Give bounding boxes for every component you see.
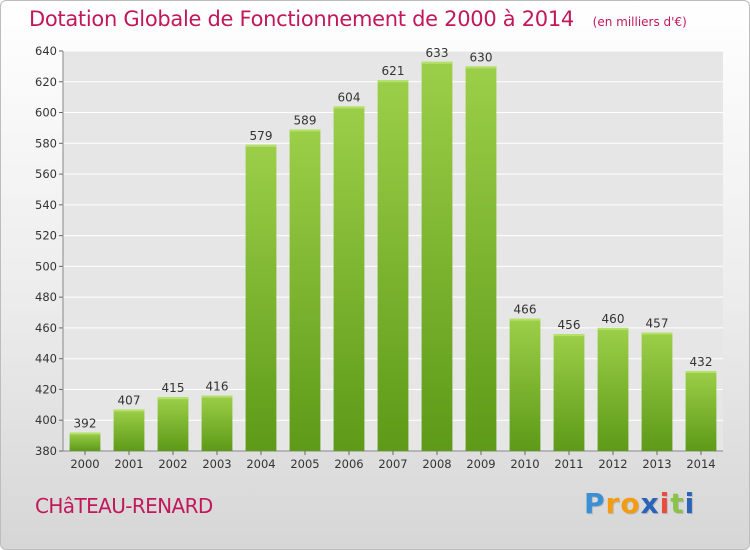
bar-top-edge xyxy=(113,409,145,412)
location-name: CHâTEAU-RENARD xyxy=(35,494,213,518)
bar-top-edge xyxy=(201,395,233,398)
data-label: 457 xyxy=(646,317,669,331)
chart-unit-note: (en milliers d'€) xyxy=(592,15,687,29)
data-label: 432 xyxy=(690,355,713,369)
bar xyxy=(333,106,365,451)
data-label: 633 xyxy=(426,46,449,60)
bar-top-edge xyxy=(421,61,453,64)
data-label: 604 xyxy=(338,90,361,104)
y-tick-label: 580 xyxy=(35,136,57,150)
data-label: 589 xyxy=(294,113,317,127)
bar-top-edge xyxy=(69,432,101,435)
bar-top-edge xyxy=(685,371,717,373)
bar xyxy=(201,395,233,451)
bar xyxy=(69,432,101,451)
logo-letter: i xyxy=(684,487,696,520)
x-tick-label: 2007 xyxy=(378,457,407,471)
bar-top-edge xyxy=(641,332,673,335)
y-tick-label: 420 xyxy=(35,382,57,396)
x-tick-label: 2008 xyxy=(422,457,451,471)
data-label: 407 xyxy=(118,393,141,407)
bar xyxy=(377,80,409,451)
bar-top-edge xyxy=(377,80,409,83)
y-tick-label: 380 xyxy=(35,444,57,458)
logo-letter: t xyxy=(670,487,685,520)
data-label: 456 xyxy=(558,318,581,332)
bar xyxy=(641,332,673,451)
chart-title: Dotation Globale de Fonctionnement de 20… xyxy=(29,7,687,31)
data-label: 416 xyxy=(206,380,229,394)
y-tick-label: 640 xyxy=(35,44,57,58)
x-tick-label: 2011 xyxy=(554,457,583,471)
bar xyxy=(597,327,629,451)
y-tick-label: 560 xyxy=(35,167,57,181)
data-label: 460 xyxy=(602,312,625,326)
x-tick-label: 2003 xyxy=(202,457,231,471)
x-tick-label: 2014 xyxy=(686,457,715,471)
bar xyxy=(553,334,585,451)
bar xyxy=(157,397,189,451)
x-tick-label: 2012 xyxy=(598,457,627,471)
data-label: 621 xyxy=(382,64,405,78)
bar-top-edge xyxy=(597,327,629,330)
bar xyxy=(509,318,541,451)
x-tick-label: 2001 xyxy=(114,457,143,471)
y-tick-label: 620 xyxy=(35,75,57,89)
y-tick-label: 480 xyxy=(35,290,57,304)
bar xyxy=(245,144,277,451)
data-label: 392 xyxy=(74,417,97,431)
y-tick-label: 520 xyxy=(35,229,57,243)
data-label: 630 xyxy=(470,50,493,64)
x-tick-label: 2009 xyxy=(466,457,495,471)
y-tick-label: 460 xyxy=(35,321,57,335)
x-tick-label: 2002 xyxy=(158,457,187,471)
bar xyxy=(465,66,497,451)
logo-letter: i xyxy=(659,487,671,520)
data-label: 415 xyxy=(162,381,185,395)
data-label: 579 xyxy=(250,129,273,143)
logo-letter: o xyxy=(620,487,641,520)
logo-letter: x xyxy=(640,487,660,520)
x-tick-label: 2010 xyxy=(510,457,539,471)
bar-top-edge xyxy=(333,106,365,109)
data-label: 466 xyxy=(514,303,537,317)
bar-top-edge xyxy=(245,144,277,147)
bar-top-edge xyxy=(465,66,497,69)
chart-title-text: Dotation Globale de Fonctionnement de 20… xyxy=(29,7,574,31)
x-tick-label: 2004 xyxy=(246,457,275,471)
bar xyxy=(289,129,321,451)
bar xyxy=(421,61,453,452)
bar-top-edge xyxy=(509,318,541,321)
bar-top-edge xyxy=(289,129,321,132)
bar-top-edge xyxy=(553,334,585,337)
bar-top-edge xyxy=(157,397,189,400)
y-tick-label: 500 xyxy=(35,259,57,273)
x-tick-label: 2000 xyxy=(70,457,99,471)
bar xyxy=(685,371,717,451)
y-tick-label: 400 xyxy=(35,413,57,427)
y-tick-label: 600 xyxy=(35,106,57,120)
y-tick-label: 540 xyxy=(35,198,57,212)
proxiti-logo: Proxiti xyxy=(584,487,695,520)
logo-letter: r xyxy=(605,487,621,520)
x-tick-label: 2005 xyxy=(290,457,319,471)
logo-letter: P xyxy=(584,487,606,520)
x-tick-label: 2006 xyxy=(334,457,363,471)
y-tick-label: 440 xyxy=(35,352,57,366)
bar xyxy=(113,409,145,451)
x-tick-label: 2013 xyxy=(642,457,671,471)
